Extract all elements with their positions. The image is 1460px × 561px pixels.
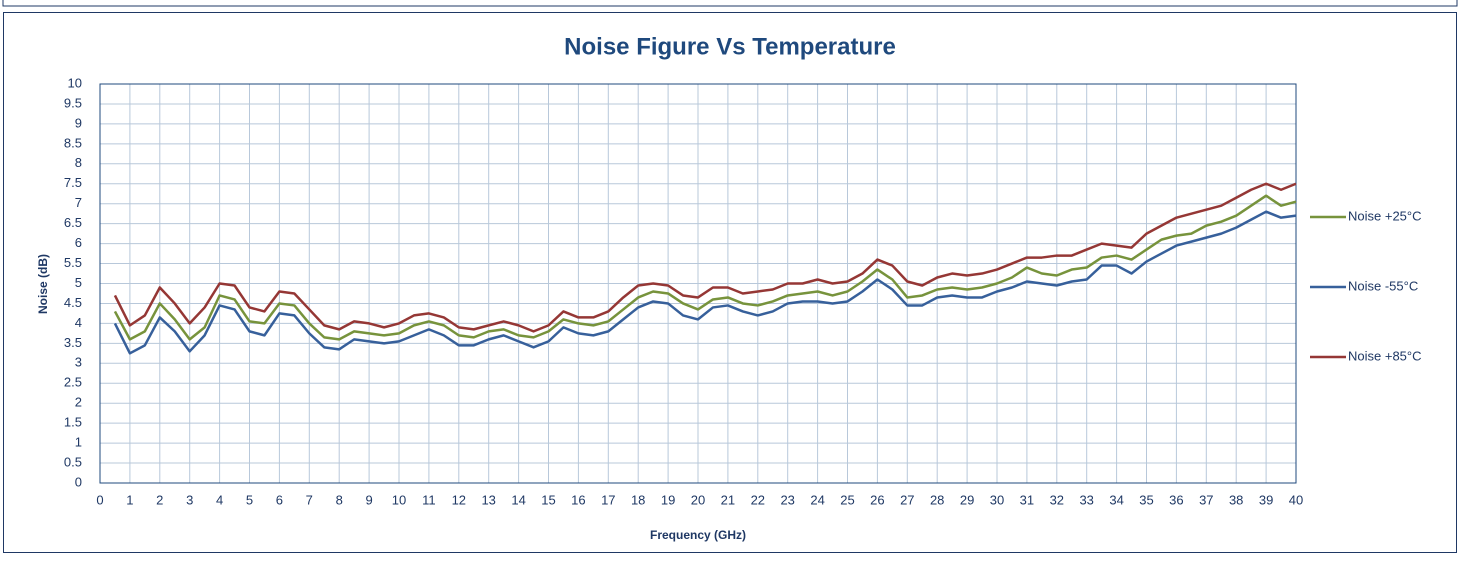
x-tick-label: 21: [721, 492, 735, 507]
x-tick-label: 26: [870, 492, 884, 507]
plot-border: [99, 83, 1297, 484]
y-tick-label: 8.5: [64, 135, 82, 150]
x-tick-label: 27: [900, 492, 914, 507]
y-tick-label: 4.5: [64, 295, 82, 310]
x-tick-label: 10: [392, 492, 406, 507]
y-tick-label: 9: [75, 115, 82, 130]
x-tick-label: 5: [246, 492, 253, 507]
series-line: [113, 182, 1297, 333]
y-tick-label: 6: [75, 235, 82, 250]
x-tick-label: 36: [1169, 492, 1183, 507]
y-tick-label: 1.5: [64, 415, 82, 430]
x-tick-label: 35: [1139, 492, 1153, 507]
y-tick-label: 6.5: [64, 215, 82, 230]
legend-label: Noise +25°C: [1348, 208, 1422, 223]
x-tick-label: 32: [1050, 492, 1064, 507]
x-tick-label: 33: [1079, 492, 1093, 507]
x-tick-label: 9: [365, 492, 372, 507]
x-tick-label: 25: [840, 492, 854, 507]
y-tick-label: 10: [68, 75, 82, 90]
x-tick-label: 28: [930, 492, 944, 507]
y-tick-label: 3: [75, 355, 82, 370]
legend-label: Noise +85°C: [1348, 348, 1422, 363]
x-tick-label: 23: [780, 492, 794, 507]
x-tick-label: 22: [751, 492, 765, 507]
x-tick-label: 6: [276, 492, 283, 507]
x-tick-label: 31: [1020, 492, 1034, 507]
x-tick-label: 15: [541, 492, 555, 507]
x-tick-label: 17: [601, 492, 615, 507]
chart-title: Noise Figure Vs Temperature: [564, 33, 896, 60]
x-tick-label: 37: [1199, 492, 1213, 507]
x-axis-label: Frequency (GHz): [650, 528, 746, 542]
x-tick-label: 38: [1229, 492, 1243, 507]
y-tick-label: 4: [75, 315, 82, 330]
x-tick-label: 1: [126, 492, 133, 507]
y-tick-label: 9.5: [64, 95, 82, 110]
chart-border: [3, 12, 1457, 553]
x-tick-label: 29: [960, 492, 974, 507]
y-tick-label: 5: [75, 275, 82, 290]
x-tick-label: 7: [306, 492, 313, 507]
x-tick-label: 30: [990, 492, 1004, 507]
x-tick-label: 12: [452, 492, 466, 507]
x-tick-label: 34: [1109, 492, 1123, 507]
x-tick-label: 3: [186, 492, 193, 507]
y-tick-label: 8: [75, 155, 82, 170]
x-tick-label: 8: [336, 492, 343, 507]
x-tick-label: 2: [156, 492, 163, 507]
series-line: [113, 210, 1297, 355]
previous-panel-border: [2, 0, 1458, 7]
y-tick-label: 5.5: [64, 255, 82, 270]
y-tick-label: 2.5: [64, 375, 82, 390]
y-tick-label: 0.5: [64, 454, 82, 469]
x-tick-label: 13: [481, 492, 495, 507]
x-tick-label: 4: [216, 492, 223, 507]
x-tick-label: 24: [810, 492, 824, 507]
y-tick-label: 0: [75, 474, 82, 489]
series-line: [113, 194, 1297, 341]
y-tick-label: 7.5: [64, 175, 82, 190]
x-tick-label: 40: [1289, 492, 1303, 507]
y-tick-label: 2: [75, 395, 82, 410]
y-tick-label: 7: [75, 195, 82, 210]
y-tick-label: 3.5: [64, 335, 82, 350]
x-tick-label: 11: [422, 492, 436, 507]
y-axis-label: Noise (dB): [36, 254, 50, 314]
x-tick-label: 16: [571, 492, 585, 507]
x-tick-label: 20: [691, 492, 705, 507]
x-tick-label: 19: [661, 492, 675, 507]
x-tick-label: 14: [511, 492, 525, 507]
x-tick-label: 18: [631, 492, 645, 507]
y-tick-label: 1: [75, 435, 82, 450]
legend-label: Noise -55°C: [1348, 278, 1418, 293]
x-tick-label: 39: [1259, 492, 1273, 507]
x-tick-label: 0: [96, 492, 103, 507]
